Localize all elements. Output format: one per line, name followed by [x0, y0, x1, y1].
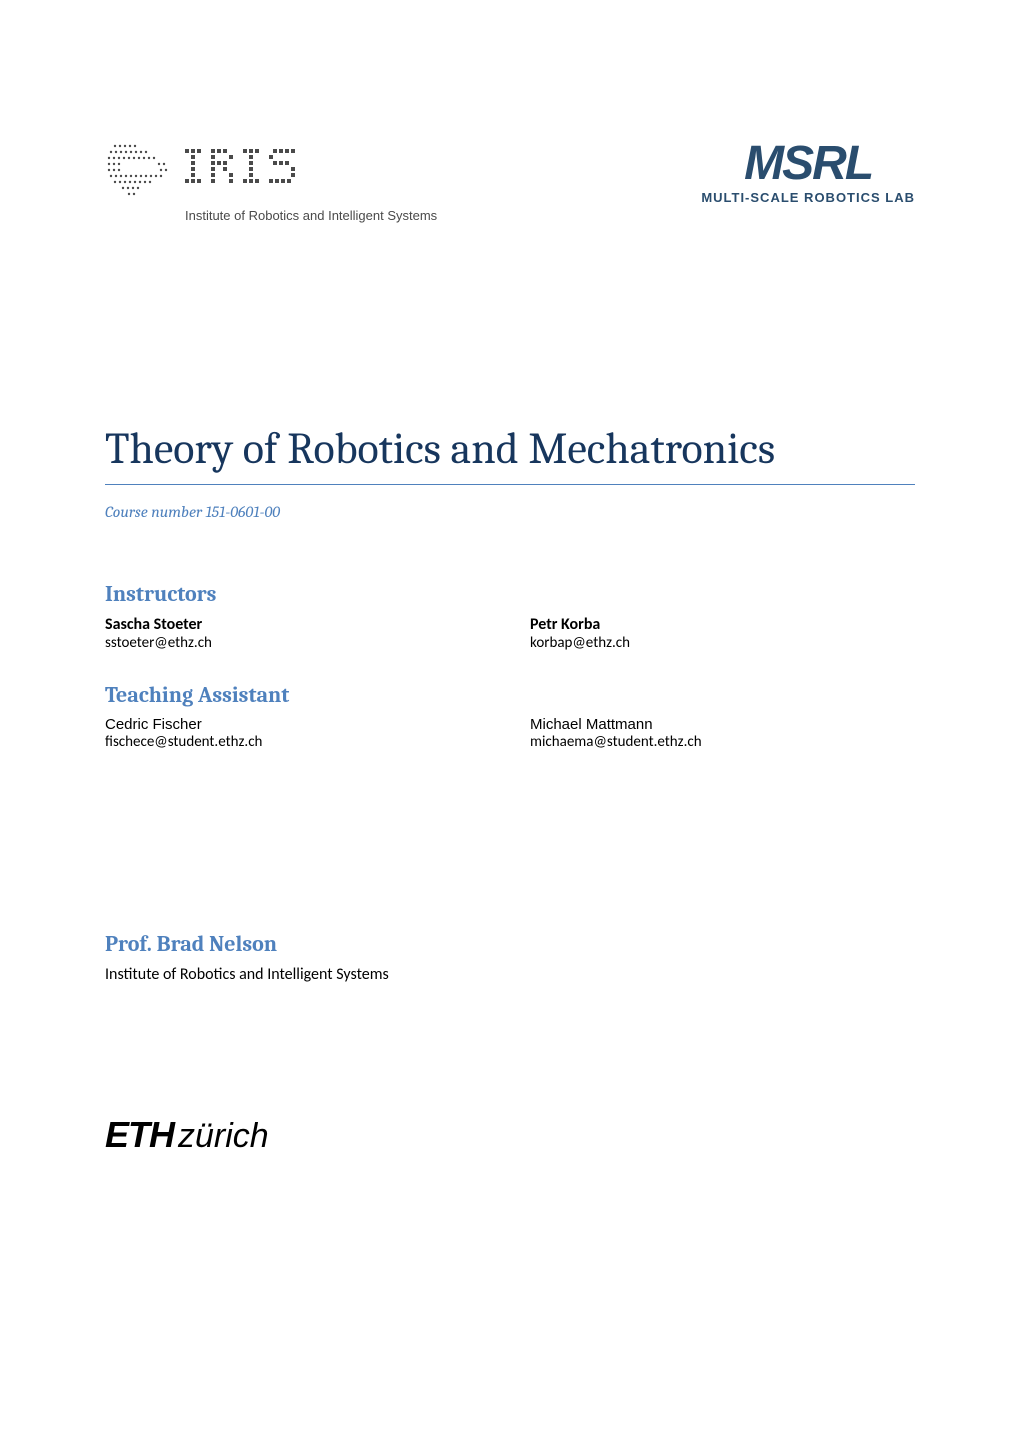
- iris-text-icon: IRIS: [185, 145, 315, 195]
- instructors-heading: Instructors: [105, 581, 915, 607]
- ta-section: Teaching Assistant Cedric Fischer fische…: [105, 682, 915, 751]
- msrl-subtitle: MULTI-SCALE ROBOTICS LAB: [701, 190, 915, 205]
- instructor-2: Petr Korba korbap@ethz.ch: [530, 615, 915, 652]
- document-page: IRIS: [0, 0, 1020, 1442]
- instructor-2-name: Petr Korba: [530, 615, 915, 634]
- instructors-section: Instructors Sascha Stoeter sstoeter@ethz…: [105, 581, 915, 652]
- logos-row: IRIS: [105, 140, 915, 223]
- iris-subtitle: Institute of Robotics and Intelligent Sy…: [185, 208, 437, 223]
- instructors-columns: Sascha Stoeter sstoeter@ethz.ch Petr Kor…: [105, 615, 915, 652]
- eth-bold-text: ETH: [105, 1114, 174, 1156]
- eth-logo: ETH zürich: [105, 1114, 915, 1156]
- ta-2-email: michaema@student.ethz.ch: [530, 733, 915, 751]
- instructor-2-email: korbap@ethz.ch: [530, 634, 915, 652]
- ta-1-name: Cedric Fischer: [105, 716, 490, 733]
- instructor-1-email: sstoeter@ethz.ch: [105, 634, 490, 652]
- ta-heading: Teaching Assistant: [105, 682, 915, 708]
- ta-1-email: fischece@student.ethz.ch: [105, 733, 490, 751]
- prof-heading: Prof. Brad Nelson: [105, 931, 915, 957]
- instructor-1: Sascha Stoeter sstoeter@ethz.ch: [105, 615, 490, 652]
- document-subtitle: Course number 151-0601-00: [105, 503, 915, 521]
- prof-affiliation: Institute of Robotics and Intelligent Sy…: [105, 965, 915, 984]
- ta-2: Michael Mattmann michaema@student.ethz.c…: [530, 716, 915, 751]
- ta-2-name: Michael Mattmann: [530, 716, 915, 733]
- eth-light-text: zürich: [178, 1117, 269, 1156]
- iris-logo: IRIS: [105, 140, 437, 200]
- iris-logo-block: IRIS: [105, 140, 437, 223]
- iris-dots-icon: [105, 140, 175, 200]
- msrl-name: MSRL: [701, 140, 915, 188]
- document-title: Theory of Robotics and Mechatronics: [105, 423, 915, 485]
- msrl-logo-block: MSRL MULTI-SCALE ROBOTICS LAB: [701, 140, 915, 205]
- ta-columns: Cedric Fischer fischece@student.ethz.ch …: [105, 716, 915, 751]
- prof-section: Prof. Brad Nelson Institute of Robotics …: [105, 931, 915, 984]
- ta-1: Cedric Fischer fischece@student.ethz.ch: [105, 716, 490, 751]
- instructor-1-name: Sascha Stoeter: [105, 615, 490, 634]
